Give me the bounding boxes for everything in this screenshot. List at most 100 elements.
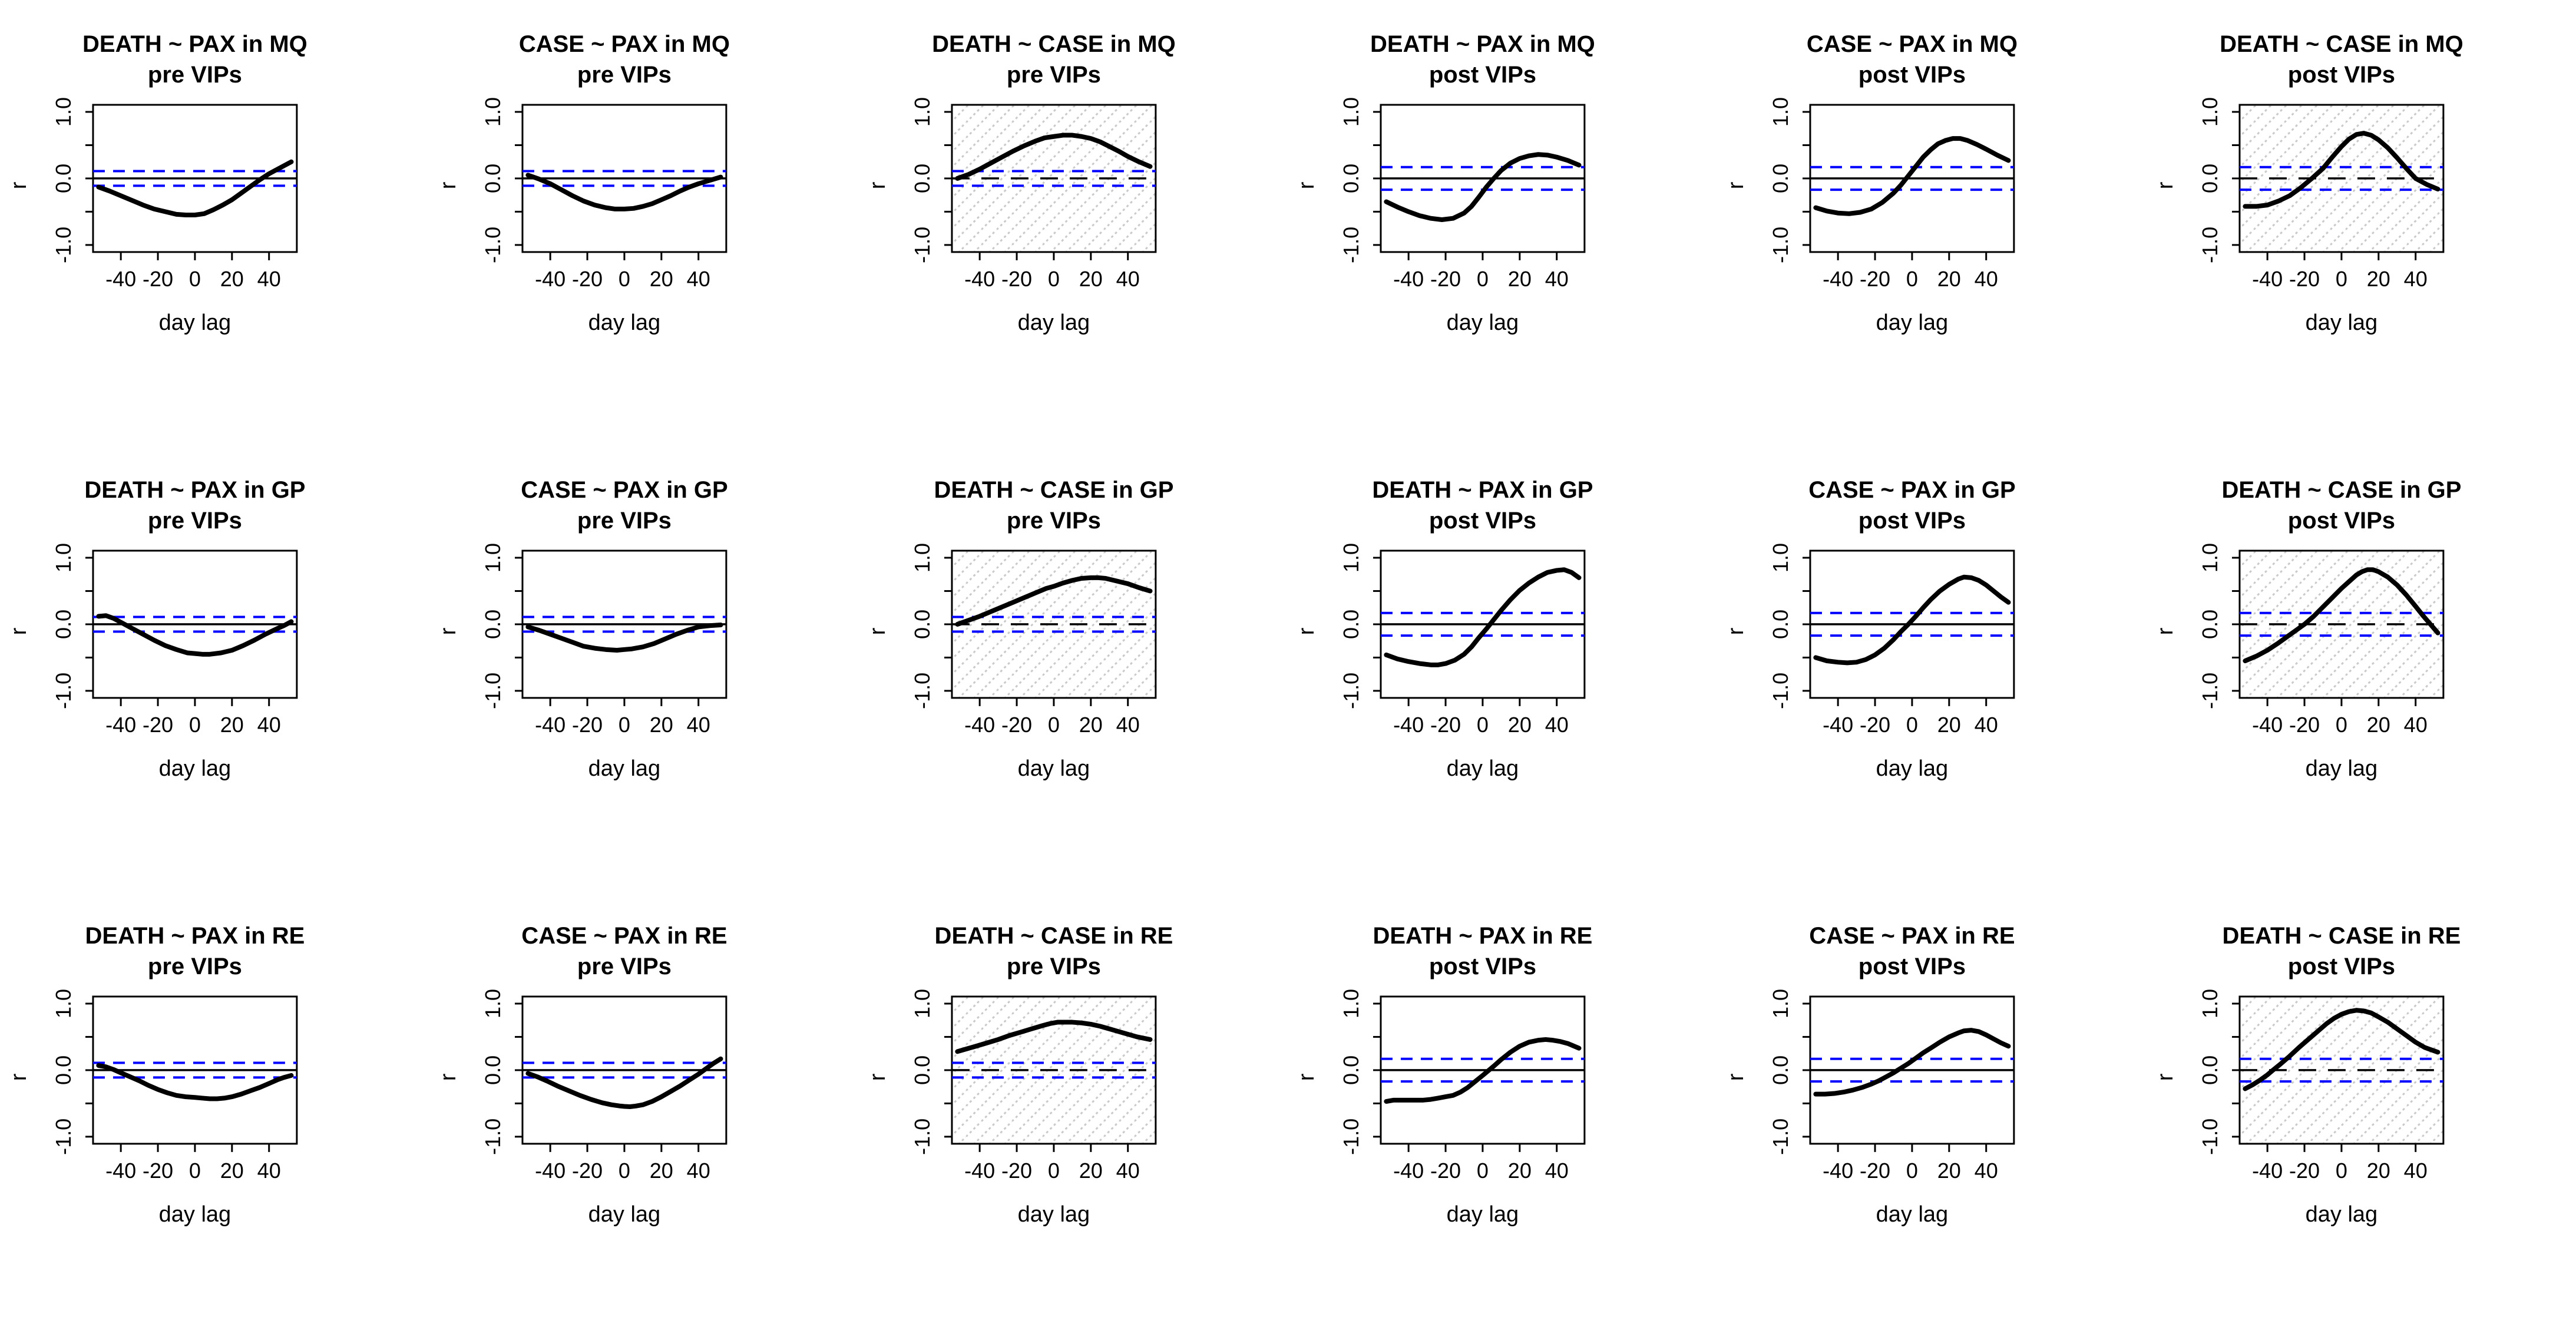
x-tick-label: 0	[619, 267, 630, 291]
x-tick-label: 20	[1079, 1159, 1102, 1183]
y-tick-label: 0.0	[481, 1055, 505, 1085]
y-axis-label: r	[1724, 181, 1748, 189]
x-tick-label: 40	[687, 267, 710, 291]
x-axis-label: day lag	[1447, 1202, 1519, 1227]
x-tick-label: -40	[105, 1159, 136, 1183]
y-tick-label: 1.0	[2198, 989, 2222, 1018]
ccf-curve	[1813, 136, 2011, 216]
panel-death-case-re-post: DEATH ~ CASE in RE post VIPs -1.0 0.0 1.0 r -4…	[2147, 892, 2576, 1337]
y-axis-label: r	[2153, 1073, 2178, 1081]
y-tick-label: 0.0	[51, 1055, 75, 1085]
x-tick-label: 0	[2336, 267, 2347, 291]
y-tick-label: 0.0	[1768, 164, 1793, 193]
panel-case-pax-re-pre: CASE ~ PAX in RE pre VIPs -1.0 0.0 1.0 r -40 -2…	[429, 892, 859, 1337]
x-tick-label: 0	[1048, 267, 1060, 291]
x-axis-label: day lag	[1017, 756, 1090, 781]
panel-svg-case-pax-re-post: CASE ~ PAX in RE post VIPs -1.0 0.0 1.0 r -40-…	[1724, 923, 2015, 1227]
y-tick-label: 0.0	[1768, 1055, 1793, 1085]
panel-title-line1: CASE ~ PAX in GP	[521, 477, 728, 503]
ccf-curve	[96, 613, 294, 657]
x-tick-label: 40	[687, 713, 710, 737]
ccf-curve	[1384, 567, 1582, 667]
panel-svg-death-case-gp-pre: DEATH ~ CASE in GP pre VIPs -1.0 0.0 1.0 r -40…	[865, 477, 1173, 781]
x-tick-label: -40	[1394, 713, 1424, 737]
y-tick-label: 1.0	[481, 97, 505, 127]
x-axis-label: day lag	[1876, 756, 1949, 781]
panel-title-line1: CASE ~ PAX in GP	[1809, 477, 2016, 503]
x-tick-label: 40	[2404, 713, 2428, 737]
panel-title-line2: post VIPs	[2288, 508, 2395, 534]
x-tick-label: -40	[2252, 267, 2283, 291]
x-tick-label: -40	[535, 713, 566, 737]
y-tick-label: -1.0	[481, 227, 505, 263]
y-tick-label: 0.0	[1339, 1055, 1363, 1085]
ccf-curve	[96, 159, 294, 218]
y-tick-label: 1.0	[1339, 543, 1363, 572]
panel-title-line2: post VIPs	[1859, 954, 1966, 979]
y-tick-label: -1.0	[481, 673, 505, 709]
panel-case-pax-mq-post: CASE ~ PAX in MQ post VIPs -1.0 0.0 1.0 r -40-…	[1717, 0, 2147, 446]
y-tick-label: 0.0	[2198, 610, 2222, 639]
x-tick-label: 0	[189, 1159, 201, 1183]
y-tick-label: 0.0	[1768, 610, 1793, 639]
x-tick-label: 20	[2367, 1159, 2390, 1183]
panel-title-line2: pre VIPs	[577, 508, 672, 534]
x-tick-label: -40	[1823, 713, 1853, 737]
panel-title-line2: pre VIPs	[148, 954, 242, 979]
x-tick-label: -20	[2289, 1159, 2320, 1183]
x-axis-label: day lag	[588, 1202, 661, 1227]
y-tick-label: -1.0	[910, 227, 934, 263]
x-tick-label: 40	[257, 267, 281, 291]
y-tick-label: 0.0	[1339, 610, 1363, 639]
panel-svg-death-case-re-post: DEATH ~ CASE in RE post VIPs -1.0 0.0 1.0 r -4…	[2153, 923, 2461, 1227]
y-tick-label: 0.0	[1339, 164, 1363, 193]
x-tick-label: 0	[1477, 713, 1489, 737]
panel-title-line1: DEATH ~ CASE in MQ	[932, 31, 1176, 57]
y-tick-label: 0.0	[51, 164, 75, 193]
x-tick-label: -20	[1431, 713, 1461, 737]
panel-title-line1: DEATH ~ PAX in MQ	[82, 31, 307, 57]
x-tick-label: -40	[105, 267, 136, 291]
panel-death-pax-mq-post: DEATH ~ PAX in MQ post VIPs -1.0 0.0 1.0 r -40…	[1288, 0, 1717, 446]
panel-title-line2: post VIPs	[1429, 62, 1536, 88]
x-tick-label: 20	[1079, 267, 1102, 291]
y-axis-label: r	[1294, 1073, 1319, 1081]
y-tick-label: 1.0	[910, 989, 934, 1018]
x-tick-label: 20	[1079, 713, 1102, 737]
x-tick-label: -20	[1860, 713, 1890, 737]
ccf-curve	[955, 1020, 1153, 1054]
panel-case-pax-re-post: CASE ~ PAX in RE post VIPs -1.0 0.0 1.0 r -40-…	[1717, 892, 2147, 1337]
x-axis-label: day lag	[2306, 1202, 2378, 1227]
panel-title-line2: post VIPs	[2288, 954, 2395, 979]
panel-title-line1: DEATH ~ CASE in RE	[2223, 923, 2461, 949]
x-tick-label: -40	[535, 1159, 566, 1183]
x-tick-label: 40	[2404, 267, 2428, 291]
panel-case-pax-gp-post: CASE ~ PAX in GP post VIPs -1.0 0.0 1.0 r -40-…	[1717, 446, 2147, 892]
panel-title-line2: pre VIPs	[1007, 954, 1101, 979]
y-axis-label: r	[2153, 627, 2178, 635]
ccf-curve	[1384, 152, 1582, 223]
panel-death-case-gp-pre: DEATH ~ CASE in GP pre VIPs -1.0 0.0 1.0 r -40…	[859, 446, 1288, 892]
x-tick-label: -20	[1001, 267, 1032, 291]
y-tick-label: 1.0	[51, 989, 75, 1018]
x-tick-label: -20	[2289, 267, 2320, 291]
x-tick-label: 20	[650, 1159, 673, 1183]
y-axis-label: r	[436, 627, 461, 635]
x-tick-label: 0	[189, 713, 201, 737]
y-axis-label: r	[6, 1073, 31, 1081]
ccf-curve	[1813, 1027, 2011, 1097]
y-tick-label: 0.0	[481, 610, 505, 639]
x-tick-label: -20	[143, 267, 173, 291]
x-tick-label: -20	[1860, 1159, 1890, 1183]
panel-title-line1: CASE ~ PAX in RE	[1810, 923, 2015, 949]
x-tick-label: -40	[1394, 1159, 1424, 1183]
y-axis-label: r	[6, 181, 31, 189]
y-axis-label: r	[1724, 1073, 1748, 1081]
panel-title-line2: post VIPs	[1859, 62, 1966, 88]
y-tick-label: 1.0	[481, 543, 505, 572]
x-tick-label: 20	[2367, 713, 2390, 737]
y-axis-label: r	[2153, 181, 2178, 189]
x-tick-label: 20	[220, 1159, 244, 1183]
x-tick-label: 20	[1508, 267, 1532, 291]
